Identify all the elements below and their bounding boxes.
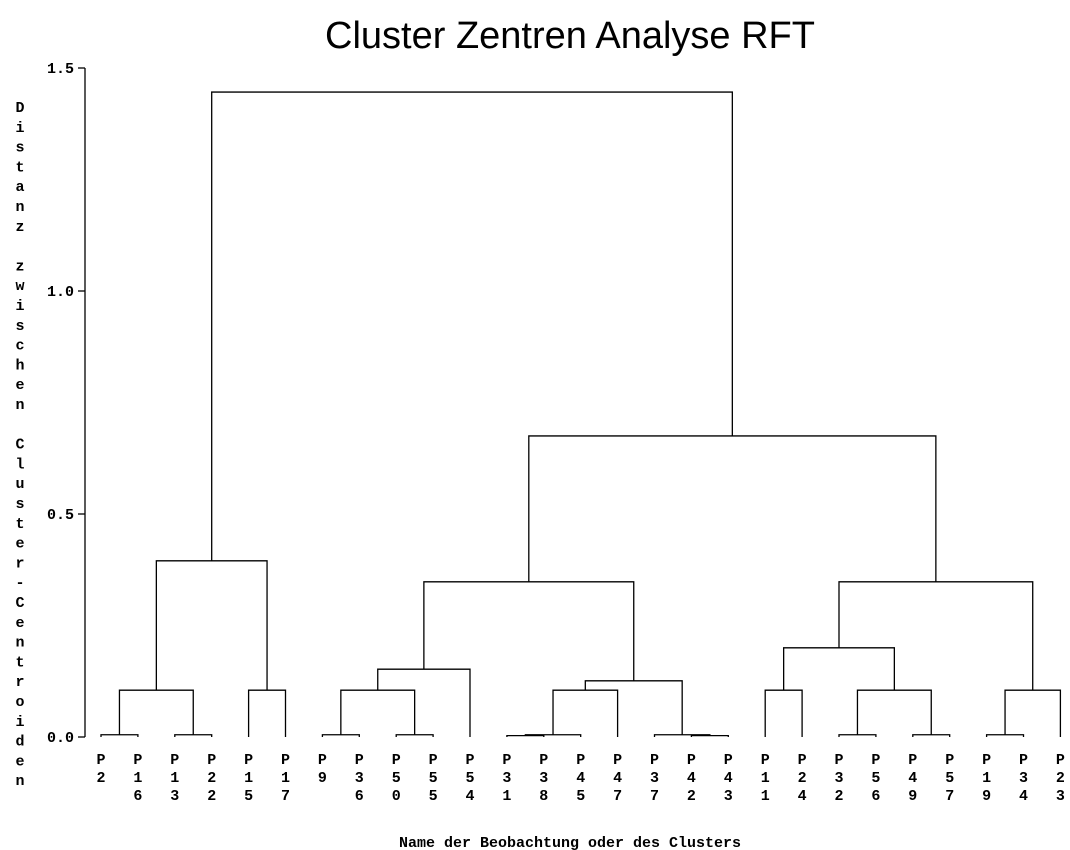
dendrogram-link [155, 560, 268, 691]
dendrogram-link [584, 680, 683, 735]
y-tick-label: 0.5 [47, 507, 74, 524]
y-tick-label: 1.5 [47, 61, 74, 78]
dendrogram-link [211, 91, 733, 561]
dendrogram-link [690, 735, 729, 737]
dendrogram-link [783, 647, 895, 691]
dendrogram-link [506, 735, 545, 737]
dendrogram-link [856, 689, 932, 735]
dendrogram-link [321, 734, 360, 737]
dendrogram-link [100, 734, 139, 737]
dendrogram-link [912, 734, 951, 737]
y-tick-label: 1.0 [47, 284, 74, 301]
y-tick-label: 0.0 [47, 730, 74, 747]
dendrogram-link [377, 668, 471, 737]
dendrogram-link [1004, 689, 1062, 737]
dendrogram-link [764, 689, 803, 737]
dendrogram-link [247, 689, 287, 737]
x-axis-label: Name der Beobachtung oder des Clusters [399, 835, 741, 850]
dendrogram-link [395, 734, 434, 737]
dendrogram-link [174, 734, 213, 737]
dendrogram-link [340, 689, 416, 735]
dendrogram-link [552, 689, 619, 737]
dendrogram-link [985, 734, 1025, 737]
dendrogram-link [528, 435, 937, 582]
dendrogram-link [423, 581, 635, 681]
chart-title: Cluster Zentren Analyse RFT [325, 15, 815, 57]
dendrogram-link [838, 734, 877, 737]
dendrogram-link [838, 581, 1034, 691]
dendrogram-link [118, 689, 194, 735]
